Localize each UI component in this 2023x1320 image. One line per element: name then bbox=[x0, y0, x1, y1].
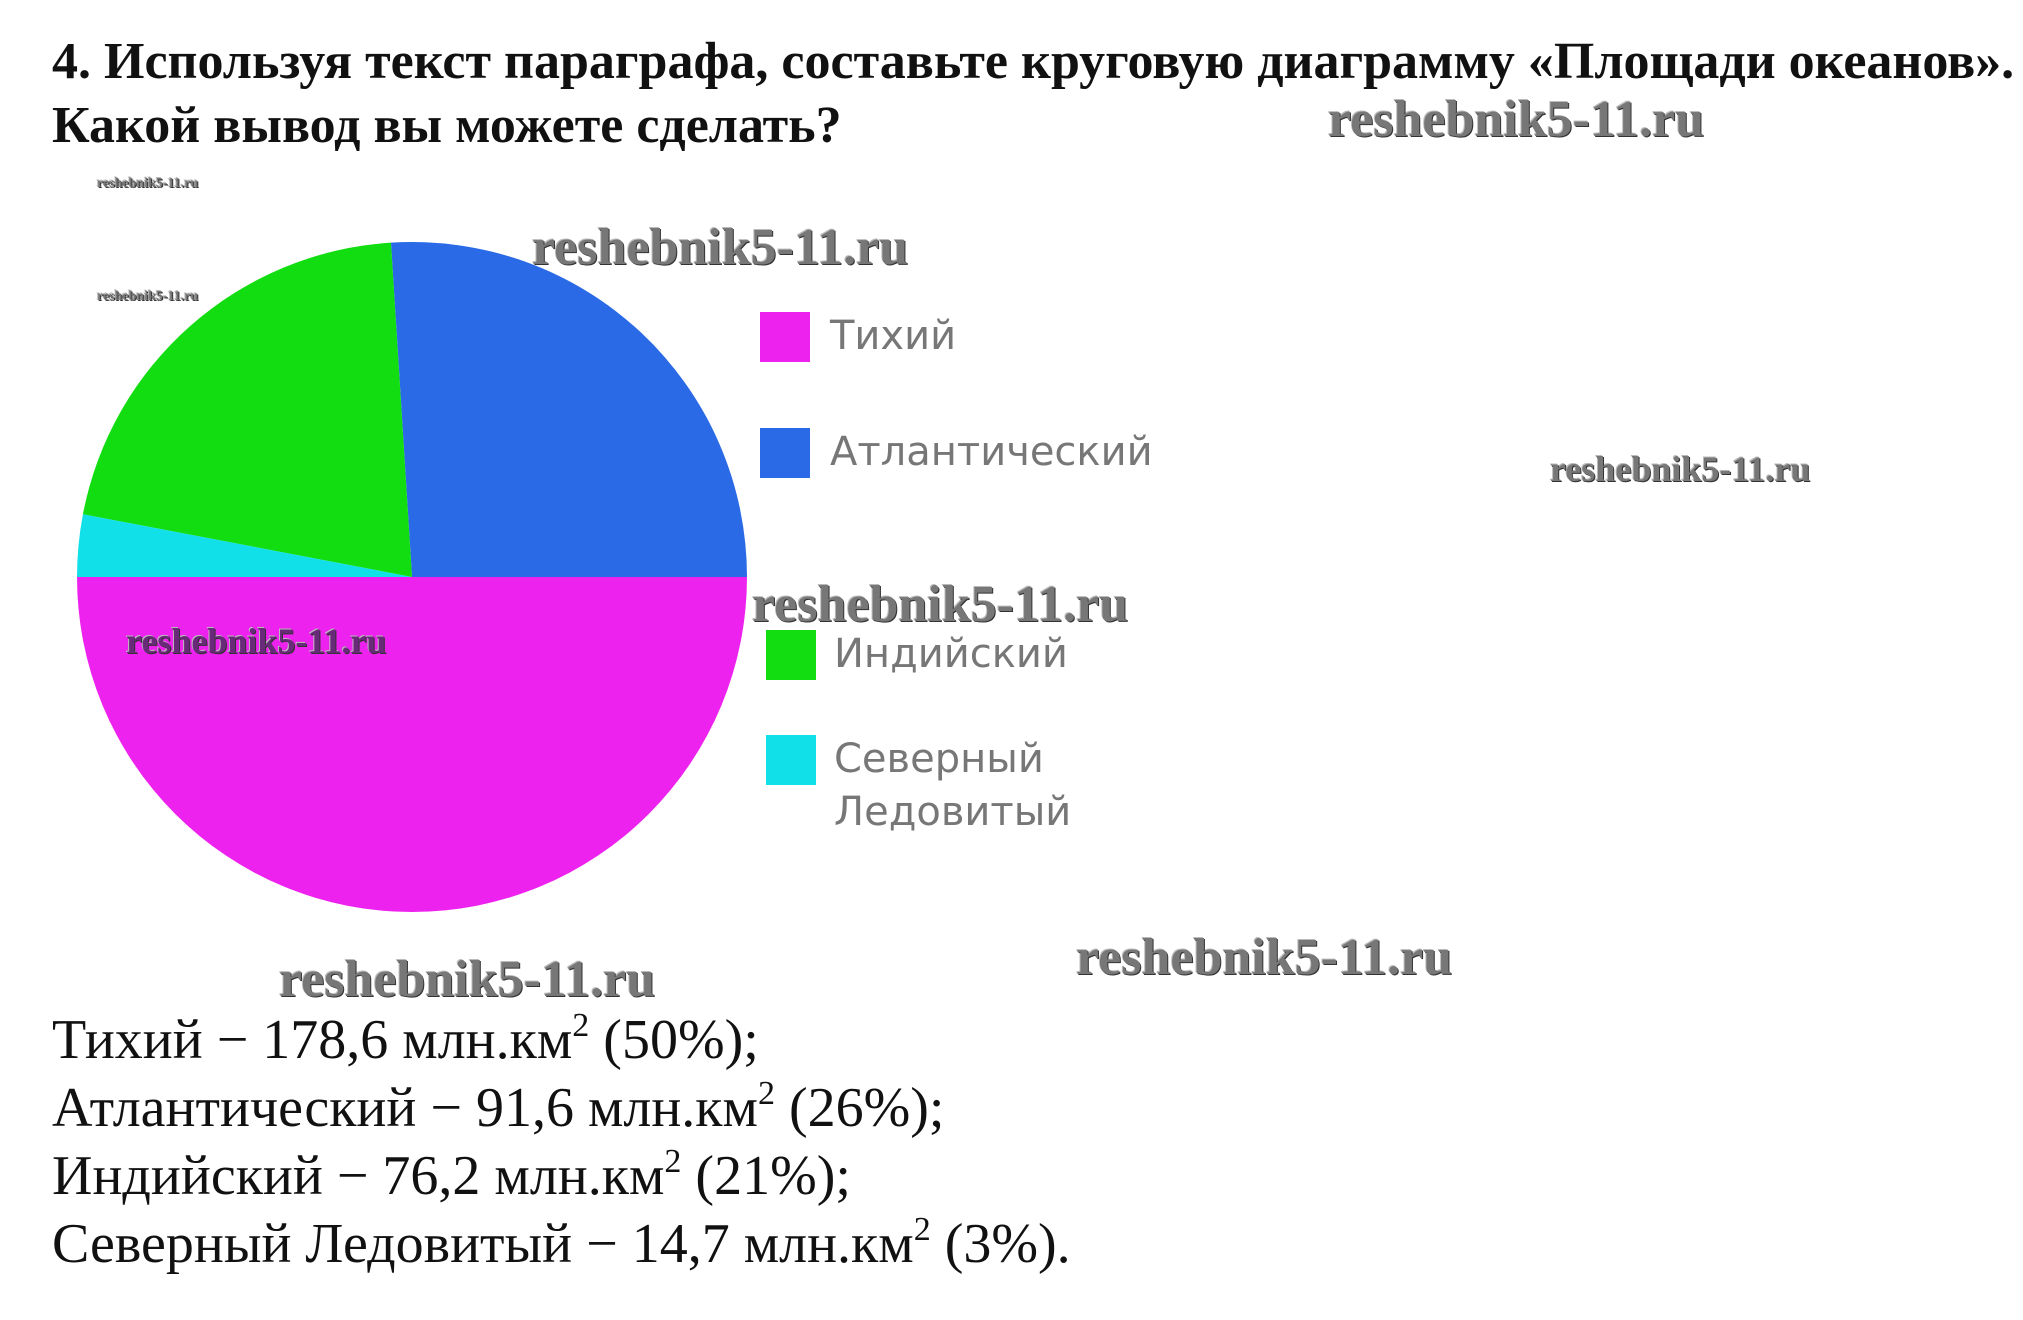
pie-chart bbox=[77, 241, 747, 912]
answer-text: Тихий − 178,6 млн.км bbox=[52, 1009, 573, 1071]
watermark: reshebnik5-11.ru bbox=[532, 219, 909, 276]
watermark: reshebnik5-11.ru bbox=[752, 576, 1129, 633]
answer-sup: 2 bbox=[913, 1211, 931, 1248]
answer-line: Индийский − 76,2 млн.км2 (21%); bbox=[52, 1143, 851, 1207]
pie-slice bbox=[77, 514, 412, 577]
watermark: reshebnik5-11.ru bbox=[1076, 929, 1453, 986]
legend-label: Индийский bbox=[834, 631, 1068, 677]
legend-label: Северный Ледовитый bbox=[834, 736, 1072, 835]
legend-swatch bbox=[760, 428, 810, 478]
answer-sup: 2 bbox=[664, 1143, 682, 1180]
answer-text: Атлантический − 91,6 млн.км bbox=[52, 1077, 758, 1139]
watermark: reshebnik5-11.ru bbox=[279, 951, 656, 1008]
answer-line: Северный Ледовитый − 14,7 млн.км2 (3%). bbox=[52, 1211, 1071, 1275]
answer-text: Индийский − 76,2 млн.км bbox=[52, 1145, 665, 1207]
watermark: reshebnik5-11.ru bbox=[97, 176, 199, 191]
answer-sup: 2 bbox=[572, 1007, 590, 1044]
watermark: reshebnik5-11.ru bbox=[97, 289, 199, 304]
answer-text: Северный Ледовитый − 14,7 млн.км bbox=[52, 1213, 914, 1275]
watermark: reshebnik5-11.ru bbox=[1550, 449, 1811, 489]
answer-tail: (26%); bbox=[774, 1077, 945, 1139]
pie-slice bbox=[82, 242, 412, 577]
legend-swatch bbox=[760, 312, 810, 362]
watermark: reshebnik5-11.ru bbox=[126, 621, 387, 661]
answer-line: Тихий − 178,6 млн.км2 (50%); bbox=[52, 1007, 759, 1071]
legend-label: Атлантический bbox=[830, 429, 1153, 475]
answer-tail: (21%); bbox=[681, 1145, 851, 1207]
answer-sup: 2 bbox=[757, 1075, 775, 1112]
watermark: reshebnik5-11.ru bbox=[1328, 91, 1705, 148]
pie-slice bbox=[390, 241, 747, 578]
answer-tail: (50%); bbox=[589, 1009, 759, 1071]
answer-line: Атлантический − 91,6 млн.км2 (26%); bbox=[52, 1075, 945, 1139]
pie-slice bbox=[77, 577, 747, 912]
legend-swatch bbox=[766, 735, 816, 785]
task-title: 4. Используя текст параграфа, составьте … bbox=[52, 33, 2015, 154]
legend-swatch bbox=[766, 630, 816, 680]
answer-tail: (3%). bbox=[930, 1213, 1071, 1275]
legend-label: Тихий bbox=[830, 313, 957, 359]
